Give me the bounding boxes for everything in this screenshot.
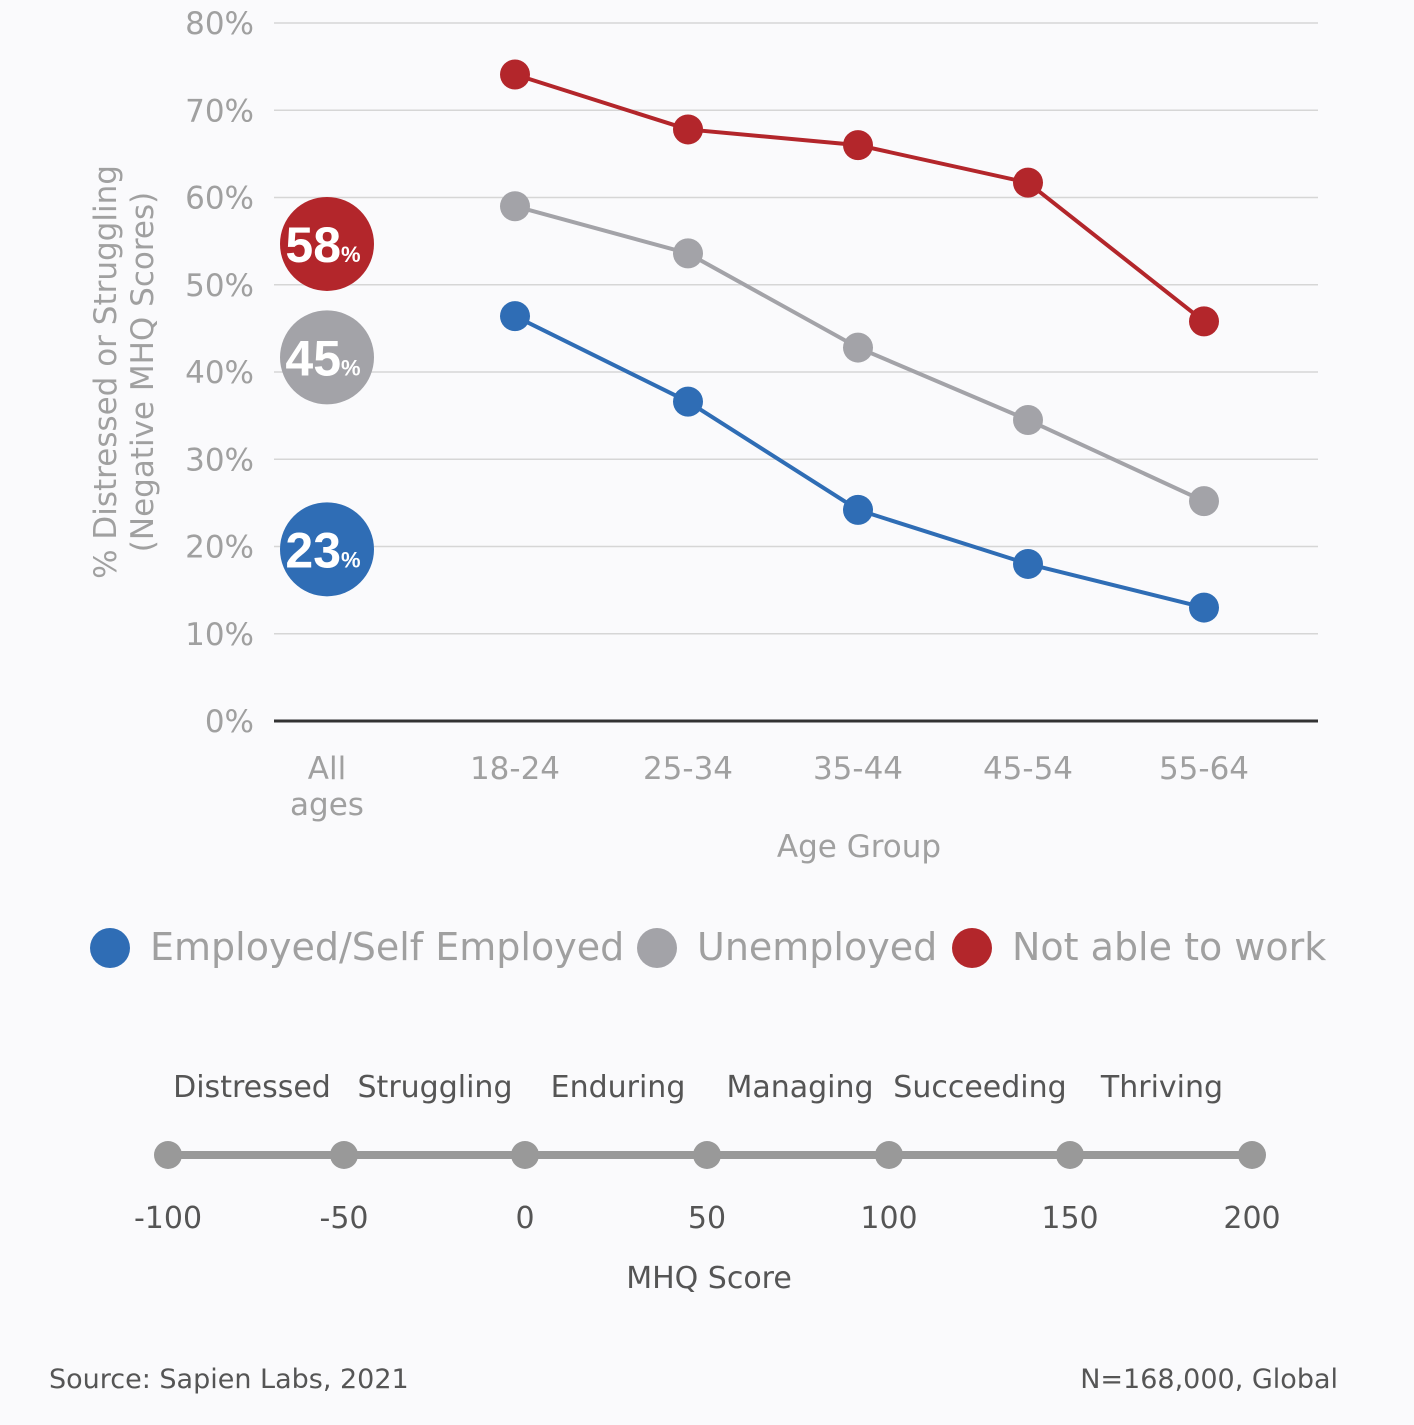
data-point (500, 191, 530, 222)
mhq-category-label: Managing (726, 1070, 873, 1105)
y-tick-label: 40% (185, 355, 254, 391)
mhq-scale-dot (875, 1141, 903, 1169)
all-ages-badge: 23% (280, 502, 374, 597)
data-point (500, 301, 530, 332)
mhq-scale-dot (693, 1141, 721, 1169)
y-tick-label: 80% (185, 6, 254, 42)
badge-percent: % (341, 242, 361, 267)
legend-swatch (952, 928, 992, 968)
data-point (843, 494, 873, 525)
mhq-scale-dot (154, 1141, 182, 1169)
all-ages-badges: 23%45%58% (280, 196, 374, 597)
mhq-category-label: Succeeding (893, 1070, 1066, 1105)
mhq-tick-label: -50 (320, 1201, 369, 1236)
mhq-tick-label: 150 (1041, 1201, 1098, 1236)
mhq-tick-label: 200 (1223, 1201, 1280, 1236)
series-lines (500, 59, 1219, 623)
legend-swatch (637, 928, 677, 968)
badge-percent: % (341, 355, 361, 380)
badge-value: 23% (285, 522, 360, 578)
x-tick-label: 18-24 (470, 751, 560, 787)
badge-number: 58 (285, 217, 341, 273)
mhq-scale-dot (511, 1141, 539, 1169)
y-tick-label: 0% (205, 704, 254, 740)
data-point (843, 332, 873, 363)
y-tick-label: 10% (185, 617, 254, 653)
mhq-scale: Distressed Struggling Enduring Managing Succ… (134, 1070, 1281, 1236)
data-point (1013, 404, 1043, 435)
y-tick-label: 50% (185, 268, 254, 304)
badge-number: 23 (285, 522, 341, 578)
all-ages-badge: 58% (280, 196, 374, 291)
sample-note: N=168,000, Global (1080, 1364, 1338, 1395)
all-ages-label-line1: All (308, 751, 346, 787)
legend: Employed/Self Employed Unemployed Not able… (90, 925, 1326, 969)
mhq-tick-label: 0 (515, 1201, 534, 1236)
legend-label: Employed/Self Employed (150, 925, 624, 969)
legend-item: Employed/Self Employed (90, 925, 624, 969)
data-point (1189, 592, 1219, 623)
all-ages-label-line2: ages (290, 787, 364, 823)
badge-circle (280, 502, 374, 597)
data-point (1013, 548, 1043, 579)
data-point (673, 114, 703, 145)
mhq-scale-dot (330, 1141, 358, 1169)
legend-item: Not able to work (952, 925, 1326, 969)
y-axis-ticks: 0% 10% 20% 30% 40% 50% 60% 70% 80% (185, 6, 254, 740)
mhq-tick-label: -100 (134, 1201, 202, 1236)
badge-value: 58% (285, 217, 360, 273)
y-tick-label: 20% (185, 530, 254, 566)
mhq-scale-title: MHQ Score (626, 1261, 792, 1296)
data-point (1189, 486, 1219, 517)
series (500, 191, 1219, 517)
mhq-scale-dot (1056, 1141, 1084, 1169)
x-tick-label: 25-34 (643, 751, 733, 787)
grid-lines (274, 22, 1318, 723)
legend-item: Unemployed (637, 925, 937, 969)
y-tick-label: 30% (185, 442, 254, 478)
mhq-category-label: Struggling (358, 1070, 513, 1105)
x-tick-label: 45-54 (983, 751, 1073, 787)
badge-value: 45% (285, 330, 360, 386)
mhq-scale-dot (1238, 1141, 1266, 1169)
y-axis-title-line1: % Distressed or Struggling (88, 165, 124, 579)
badge-percent: % (341, 547, 361, 572)
all-ages-badge: 45% (280, 310, 374, 405)
y-axis-title-line2: (Negative MHQ Scores) (125, 192, 161, 552)
mhq-category-label: Thriving (1100, 1070, 1223, 1105)
mhq-category-label: Distressed (173, 1070, 331, 1105)
series (500, 59, 1219, 337)
legend-label: Unemployed (697, 925, 937, 969)
x-tick-label: 35-44 (813, 751, 903, 787)
source-note: Source: Sapien Labs, 2021 (49, 1364, 409, 1395)
y-tick-label: 60% (185, 181, 254, 217)
data-point (1013, 167, 1043, 198)
badge-circle (280, 310, 374, 405)
mhq-category-label: Enduring (551, 1070, 686, 1105)
data-point (500, 59, 530, 90)
badge-number: 45 (285, 330, 341, 386)
x-tick-label: 55-64 (1159, 751, 1249, 787)
series (500, 301, 1219, 623)
badge-circle (280, 196, 374, 291)
mhq-tick-label: 100 (860, 1201, 917, 1236)
x-axis-ticks: 18-24 25-34 35-44 45-54 55-64 (470, 751, 1249, 787)
y-tick-label: 70% (185, 93, 254, 129)
data-point (843, 130, 873, 161)
mhq-tick-label: 50 (688, 1201, 726, 1236)
data-point (673, 386, 703, 417)
data-point (673, 238, 703, 269)
legend-swatch (90, 928, 130, 968)
data-point (1189, 306, 1219, 337)
legend-label: Not able to work (1012, 925, 1326, 969)
x-axis-title: Age Group (777, 829, 941, 865)
